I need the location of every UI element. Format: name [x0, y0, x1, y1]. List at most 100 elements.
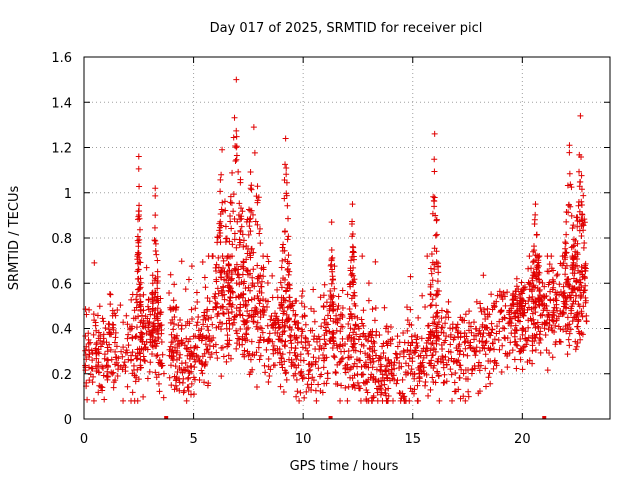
data-point [315, 365, 322, 372]
data-point [358, 316, 365, 323]
data-point [404, 370, 411, 377]
data-point [329, 334, 336, 341]
data-point [204, 382, 211, 389]
data-point [220, 311, 227, 318]
data-point [129, 349, 136, 356]
x-tick-label: 5 [189, 432, 197, 447]
data-point [318, 323, 325, 330]
data-point [276, 323, 283, 330]
data-point [230, 191, 237, 198]
data-point [122, 349, 129, 356]
data-point [225, 279, 232, 286]
data-point [351, 289, 358, 296]
data-point [218, 345, 225, 352]
data-point [101, 396, 108, 403]
data-point [489, 326, 496, 333]
data-point [134, 233, 141, 240]
data-point [248, 338, 255, 345]
data-point [345, 320, 352, 327]
data-point [384, 375, 391, 382]
data-point [439, 345, 446, 352]
data-point [293, 376, 300, 383]
data-point [493, 298, 500, 305]
data-point [349, 249, 356, 256]
data-point [462, 345, 469, 352]
data-point [233, 127, 240, 134]
data-point [379, 343, 386, 350]
data-point [89, 365, 96, 372]
data-point [399, 376, 406, 383]
data-point [209, 253, 216, 260]
data-point [379, 374, 386, 381]
data-point [266, 373, 273, 380]
data-point [560, 326, 567, 333]
data-point [355, 336, 362, 343]
data-point [206, 338, 213, 345]
data-point [526, 294, 533, 301]
data-point [578, 263, 585, 270]
data-point [429, 374, 436, 381]
y-tick-label: 0.8 [51, 232, 72, 247]
data-point [579, 313, 586, 320]
data-point [440, 379, 447, 386]
data-point [309, 374, 316, 381]
data-point [555, 323, 562, 330]
data-point [86, 377, 93, 384]
data-point [176, 387, 183, 394]
data-point [135, 153, 142, 160]
data-point [352, 322, 359, 329]
data-point [536, 288, 543, 295]
data-point [304, 338, 311, 345]
data-point [373, 352, 380, 359]
data-point [240, 243, 247, 250]
data-point [475, 390, 482, 397]
data-point [370, 394, 377, 401]
data-point [260, 303, 267, 310]
data-point [323, 380, 330, 387]
data-point [216, 220, 223, 227]
data-point [546, 311, 553, 318]
data-point [127, 357, 134, 364]
data-point [286, 323, 293, 330]
data-point [541, 283, 548, 290]
data-point [423, 340, 430, 347]
data-point [88, 347, 95, 354]
data-point [581, 239, 588, 246]
data-point [529, 259, 536, 266]
data-point [219, 253, 226, 260]
data-point [556, 281, 563, 288]
data-point [178, 258, 185, 265]
data-point [408, 366, 415, 373]
data-point [233, 76, 240, 83]
data-point [569, 300, 576, 307]
data-point [284, 202, 291, 209]
data-point [305, 375, 312, 382]
data-point [213, 303, 220, 310]
data-point [299, 344, 306, 351]
data-point [192, 358, 199, 365]
data-point [572, 263, 579, 270]
data-point [114, 372, 121, 379]
data-point [353, 331, 360, 338]
data-point [418, 347, 425, 354]
data-point [223, 358, 230, 365]
data-point [174, 341, 181, 348]
data-point [406, 351, 413, 358]
data-point [536, 339, 543, 346]
data-point [100, 318, 107, 325]
data-point [136, 215, 143, 222]
data-point [429, 340, 436, 347]
data-point [173, 332, 180, 339]
data-point [502, 302, 509, 309]
data-point [284, 304, 291, 311]
data-point [517, 335, 524, 342]
data-point [562, 254, 569, 261]
data-point [320, 364, 327, 371]
data-point [250, 318, 257, 325]
y-tick-label: 0 [64, 413, 72, 428]
data-point [213, 349, 220, 356]
data-point [227, 199, 234, 206]
data-point [578, 201, 585, 208]
data-point [133, 355, 140, 362]
